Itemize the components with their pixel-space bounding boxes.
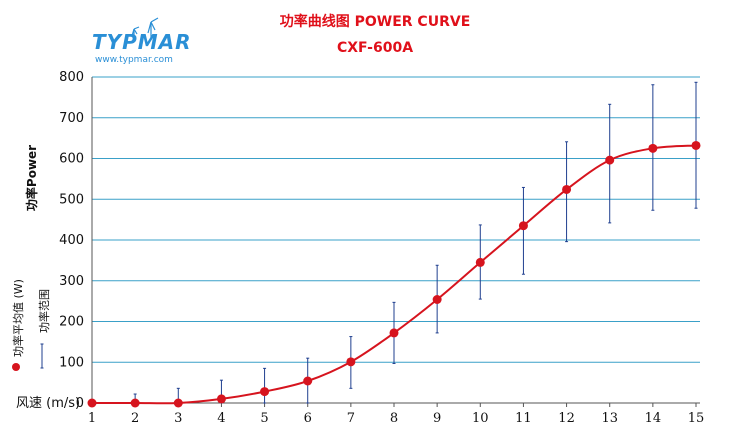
legend-range-label: 功率范围 — [37, 289, 51, 333]
data-point — [87, 398, 97, 408]
y-tick-label: 400 — [59, 233, 84, 248]
x-tick-label: 7 — [347, 411, 355, 426]
chart-title: 功率曲线图 POWER CURVE — [280, 13, 471, 30]
x-tick-label: 8 — [390, 411, 398, 426]
data-point — [303, 376, 313, 386]
data-point — [389, 328, 399, 338]
data-point — [216, 394, 226, 404]
data-point — [648, 143, 658, 153]
series-mean — [87, 140, 701, 408]
y-tick-label: 500 — [59, 192, 84, 207]
legend: 功率平均值 (W) 功率范围 — [11, 279, 51, 371]
typmar-logo: TYPMAR www.typmar.com — [92, 17, 192, 65]
x-tick-label: 12 — [558, 411, 575, 426]
series-line — [92, 144, 697, 405]
data-point — [346, 357, 356, 367]
x-tick-label: 13 — [601, 411, 618, 426]
y-tick-label: 200 — [59, 315, 84, 330]
legend-mean-marker — [12, 363, 20, 371]
data-point — [518, 221, 528, 231]
data-point — [130, 398, 140, 408]
x-tick-label: 15 — [688, 411, 705, 426]
y-tick-label: 100 — [59, 355, 84, 370]
y-tick-label: 300 — [59, 274, 84, 289]
range-bars — [133, 81, 698, 404]
logo-url: www.typmar.com — [95, 55, 173, 65]
legend-range-marker — [40, 343, 44, 369]
y-tick-label: 700 — [59, 111, 84, 126]
data-point — [475, 257, 485, 267]
data-point — [173, 398, 183, 408]
grid — [92, 76, 700, 363]
y-tick-label: 600 — [59, 152, 84, 167]
wind-turbine-icon — [131, 17, 159, 40]
x-tick-label: 10 — [472, 411, 489, 426]
logo-brand: TYPMAR — [92, 30, 192, 54]
x-axis-label: 风速 (m/s) — [16, 396, 80, 411]
x-tick-label: 2 — [131, 411, 139, 426]
chart-subtitle: CXF-600A — [337, 40, 413, 56]
data-point — [260, 387, 270, 397]
y-axis-label: 功率Power — [24, 145, 39, 211]
x-tick-label: 4 — [217, 411, 225, 426]
data-point — [432, 294, 442, 304]
y-ticks: 0 100 200 300 400 500 600 700 800 — [59, 70, 84, 411]
data-point — [562, 184, 572, 194]
x-tick-label: 9 — [433, 411, 441, 426]
legend-mean-label: 功率平均值 (W) — [11, 279, 25, 357]
x-tick-label: 11 — [515, 411, 532, 426]
x-tick-label: 3 — [174, 411, 182, 426]
y-tick-label: 800 — [59, 70, 84, 85]
data-point — [605, 155, 615, 165]
x-tick-label: 1 — [88, 411, 96, 426]
x-tick-label: 6 — [304, 411, 312, 426]
data-point — [691, 140, 701, 150]
y-tick-label: 0 — [76, 396, 84, 411]
x-tick-label: 5 — [260, 411, 268, 426]
x-tick-label: 14 — [645, 411, 662, 426]
